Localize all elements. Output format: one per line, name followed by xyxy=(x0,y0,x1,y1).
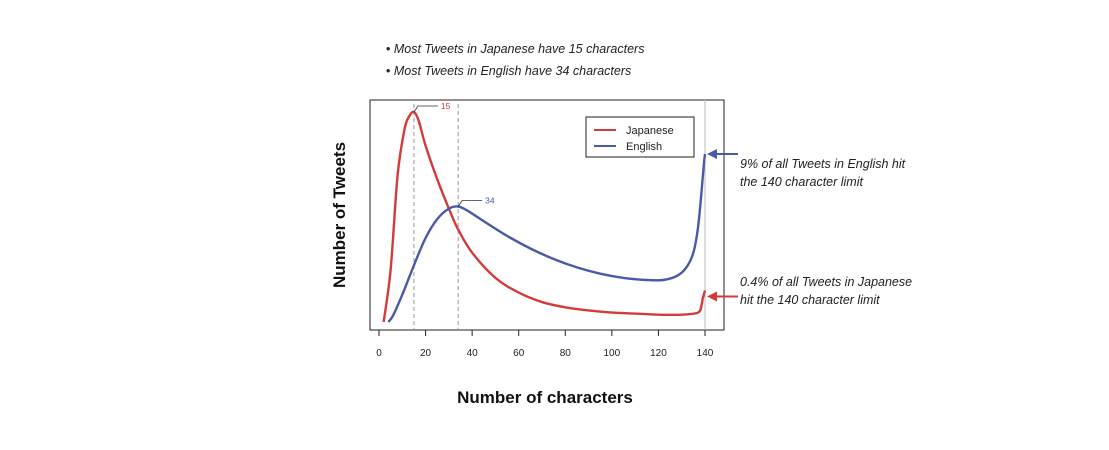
peak-label-leader xyxy=(413,105,438,113)
english-arrow-head xyxy=(707,149,717,159)
x-tick-label: 0 xyxy=(376,348,382,359)
japanese-annotation-line2: hit the 140 character limit xyxy=(740,293,880,307)
english-annotation-line1: 9% of all Tweets in English hit xyxy=(740,157,906,171)
english-annotation-line2: the 140 character limit xyxy=(740,175,863,189)
japanese-arrow-head xyxy=(707,291,717,302)
legend-label-english: English xyxy=(626,141,662,153)
peak-label: 15 xyxy=(441,101,451,111)
peak-label: 34 xyxy=(485,196,495,206)
x-tick-label: 120 xyxy=(650,348,667,359)
x-tick-label: 40 xyxy=(467,348,479,359)
japanese-limit-annotation: 0.4% of all Tweets in Japanese hit the 1… xyxy=(740,273,912,309)
series-line-japanese xyxy=(382,110,707,323)
x-tick-label: 140 xyxy=(697,348,714,359)
english-limit-annotation: 9% of all Tweets in English hit the 140 … xyxy=(740,155,905,191)
japanese-annotation-line1: 0.4% of all Tweets in Japanese xyxy=(740,275,913,289)
x-tick-label: 20 xyxy=(420,348,432,359)
x-tick-label: 60 xyxy=(513,348,525,359)
plot-frame xyxy=(369,99,725,331)
legend-label-japanese: Japanese xyxy=(626,125,674,137)
x-axis-label: Number of characters xyxy=(457,388,633,407)
x-tick-label: 80 xyxy=(560,348,572,359)
bullet-japanese: Most Tweets in Japanese have 15 characte… xyxy=(386,38,645,60)
peak-label-leader xyxy=(457,200,483,207)
x-tick-label: 100 xyxy=(604,348,621,359)
legend-box xyxy=(585,116,695,158)
summary-bullets: Most Tweets in Japanese have 15 characte… xyxy=(386,38,645,82)
series-line-english xyxy=(387,153,707,323)
bullet-english: Most Tweets in English have 34 character… xyxy=(386,60,644,82)
